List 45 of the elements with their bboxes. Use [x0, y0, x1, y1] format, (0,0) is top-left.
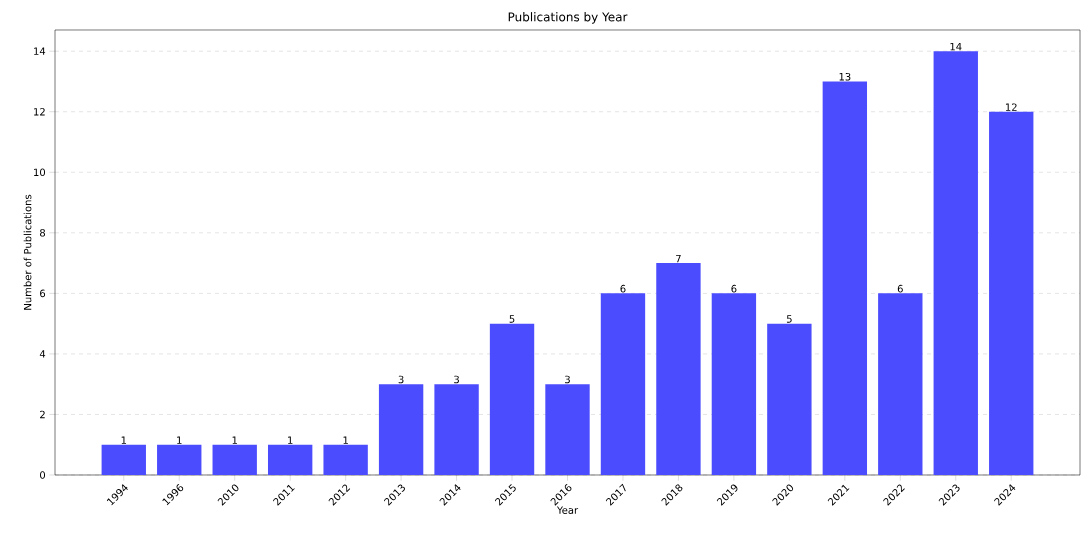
- x-axis-title: Year: [556, 506, 579, 514]
- chart-title: Publications by Year: [508, 12, 628, 24]
- data-label: 12: [1005, 103, 1017, 111]
- data-label: 1: [232, 436, 237, 444]
- data-label: 7: [676, 254, 681, 263]
- bar: [157, 444, 202, 475]
- data-label: 1: [288, 436, 293, 444]
- y-axis-title: Number of Publications: [23, 194, 32, 310]
- data-label: 5: [786, 315, 792, 323]
- y-tick-label: 0: [40, 471, 46, 479]
- bar: [878, 293, 923, 475]
- y-tick-label: 6: [40, 289, 46, 298]
- data-label: 1: [121, 436, 127, 444]
- bar: [489, 323, 535, 475]
- y-tick-label: 10: [34, 168, 46, 177]
- y-tick-label: 4: [39, 350, 46, 358]
- bar: [711, 293, 757, 475]
- bar: [101, 444, 146, 475]
- data-label: 1: [177, 436, 182, 444]
- bar: [434, 384, 479, 475]
- y-tick-label: 8: [40, 229, 46, 237]
- data-label: 6: [897, 284, 903, 293]
- bar: [600, 293, 646, 475]
- bar: [212, 444, 257, 475]
- data-label: 5: [509, 315, 515, 323]
- data-label: 3: [398, 375, 404, 384]
- data-label: 6: [620, 284, 626, 293]
- data-label: 6: [731, 284, 737, 293]
- data-label: 14: [950, 42, 962, 51]
- bar: [323, 444, 368, 475]
- y-tick-label: 14: [34, 47, 46, 55]
- bar: [989, 111, 1034, 475]
- y-tick-label: 12: [34, 108, 45, 116]
- bar: [656, 263, 701, 475]
- bar: [378, 384, 424, 475]
- bar: [933, 51, 978, 475]
- data-label: 3: [565, 375, 570, 384]
- data-label: 3: [454, 375, 459, 384]
- bar: [267, 444, 313, 475]
- bar: [545, 384, 590, 475]
- data-label: 13: [839, 72, 851, 81]
- bar: [822, 81, 868, 475]
- data-label: 1: [343, 436, 348, 444]
- bar: [767, 323, 812, 475]
- y-tick-label: 2: [40, 410, 45, 419]
